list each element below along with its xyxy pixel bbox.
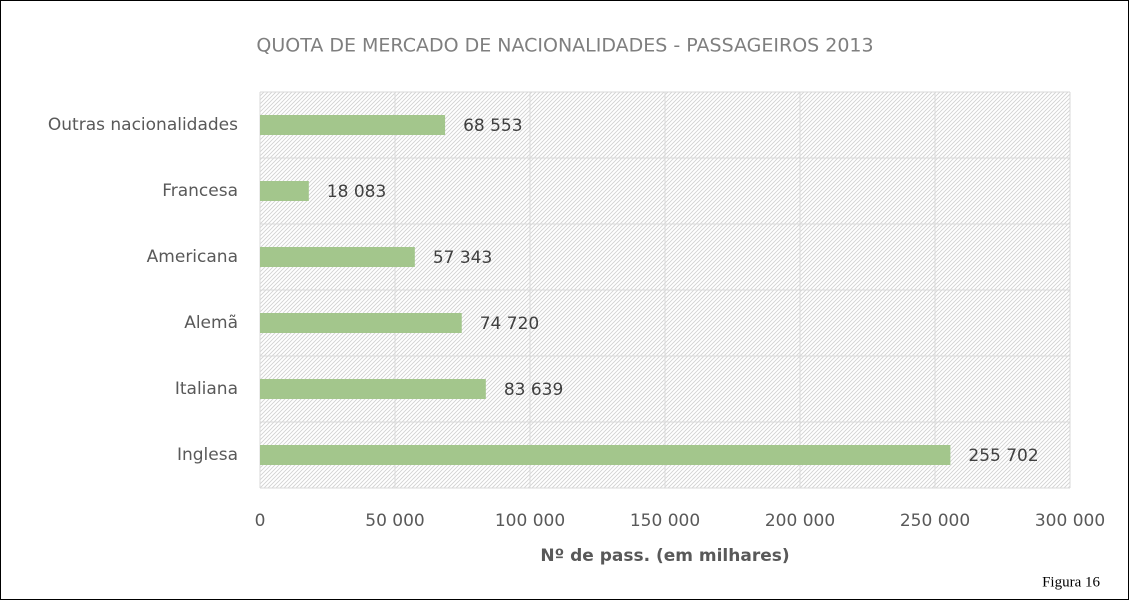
- y-tick-label: Francesa: [162, 181, 238, 201]
- bar: [260, 115, 446, 135]
- y-tick-label: Inglesa: [177, 445, 238, 465]
- data-label: 18 083: [327, 182, 386, 202]
- x-tick-label: 250 000: [900, 511, 970, 531]
- x-tick-label: 0: [255, 511, 266, 531]
- y-tick-label: Outras nacionalidades: [48, 115, 238, 135]
- bar: [260, 181, 309, 201]
- bar: [260, 379, 486, 399]
- data-label: 68 553: [463, 116, 522, 136]
- caption: Figura 16: [1042, 574, 1100, 590]
- x-axis-label: Nº de pass. (em milhares): [540, 546, 789, 566]
- y-tick-label: Americana: [147, 247, 238, 267]
- data-label: 57 343: [433, 248, 492, 268]
- x-tick-label: 50 000: [365, 511, 424, 531]
- x-tick-label: 300 000: [1035, 511, 1105, 531]
- bar: [260, 313, 462, 333]
- x-tick-label: 150 000: [630, 511, 700, 531]
- data-label: 255 702: [968, 446, 1038, 466]
- bar: [260, 247, 415, 267]
- x-tick-label: 200 000: [765, 511, 835, 531]
- x-tick-label: 100 000: [495, 511, 565, 531]
- data-label: 74 720: [480, 314, 539, 334]
- chart-title: QUOTA DE MERCADO DE NACIONALIDADES - PAS…: [256, 35, 873, 57]
- bar: [260, 445, 951, 465]
- y-tick-label: Alemã: [184, 313, 238, 333]
- data-label: 83 639: [504, 380, 563, 400]
- y-tick-label: Italiana: [175, 379, 238, 399]
